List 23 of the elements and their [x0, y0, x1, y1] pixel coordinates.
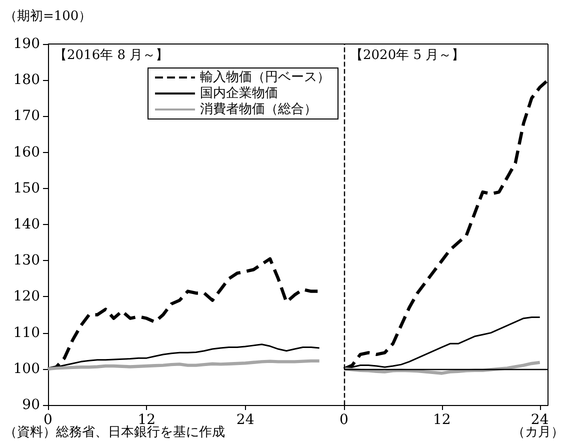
y-tick-label: 140: [13, 216, 40, 232]
y-tick-label: 180: [13, 72, 40, 88]
x-axis-title: （カ月）: [512, 425, 564, 440]
legend-label: 消費者物価（総合）: [200, 102, 317, 117]
y-tick-label: 120: [13, 288, 40, 305]
y-tick-label: 160: [13, 144, 40, 160]
y-tick-label: 130: [13, 252, 40, 269]
y-tick-label: 170: [13, 108, 40, 124]
x-tick-label: 0: [44, 412, 52, 428]
x-tick-label: 24: [236, 412, 254, 428]
legend-label: 国内企業物価: [200, 86, 278, 101]
legend-label: 輸入物価（円ベース）: [200, 70, 330, 85]
y-tick-label: 90: [22, 397, 40, 413]
y-tick-label: 100: [13, 360, 40, 377]
y-axis-title: （期初=100）: [4, 9, 92, 24]
text: （資料）総務省、日本銀行を基に作成: [4, 425, 225, 440]
y-tick-label: 190: [13, 36, 40, 52]
y-tick-label: 110: [13, 324, 40, 341]
annotation: 【2020年 5 月～】: [350, 48, 465, 63]
x-tick-label: 0: [340, 412, 348, 428]
annotation: 【2016年 8 月～】: [54, 48, 169, 63]
x-tick-label: 12: [433, 412, 451, 428]
y-tick-label: 150: [13, 180, 40, 196]
